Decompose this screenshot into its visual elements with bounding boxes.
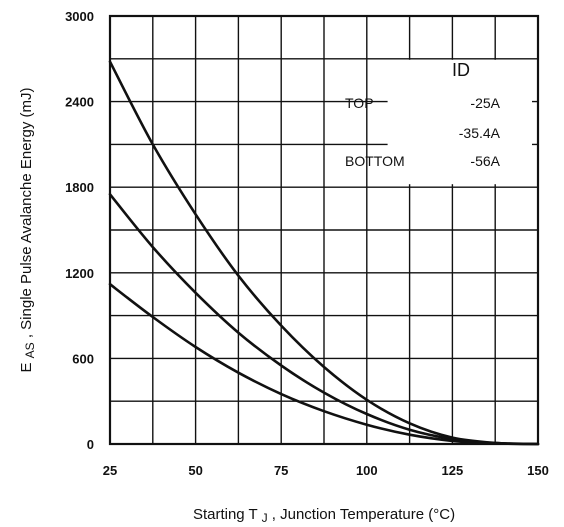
x-tick-label-5: 150 — [527, 463, 549, 478]
series-line-2 — [108, 282, 540, 446]
legend-position-0: TOP — [345, 95, 374, 111]
y-tick-label-4: 2400 — [65, 95, 94, 110]
x-tick-label-2: 75 — [274, 463, 288, 478]
x-tick-label-4: 125 — [442, 463, 464, 478]
x-tick-label-0: 25 — [103, 463, 117, 478]
plot-frame — [108, 14, 540, 446]
legend-background — [387, 59, 532, 185]
y-tick-label-3: 1800 — [65, 180, 94, 195]
y-axis-label: E AS , Single Pulse Avalanche Energy (mJ… — [18, 87, 37, 372]
y-axis-ticks: 0 600 1200 1800 2400 3000 — [65, 9, 94, 452]
legend-value-0: -25A — [470, 95, 500, 111]
x-axis-label: Starting T J , Junction Temperature (°C) — [193, 506, 455, 525]
legend-value-1: -35.4A — [459, 125, 501, 141]
y-axis-label-subscript: AS — [23, 342, 37, 358]
x-axis-label-rest: , Junction Temperature (°C) — [272, 506, 455, 523]
x-axis-label-main: Starting T — [193, 506, 258, 523]
y-tick-label-2: 1200 — [65, 266, 94, 281]
x-tick-label-1: 50 — [188, 463, 202, 478]
series-layer — [108, 60, 540, 446]
y-tick-label-5: 3000 — [65, 9, 94, 24]
legend-box: ID TOP -25A -35.4A BOTTOM -56A — [345, 59, 532, 185]
y-tick-label-0: 0 — [87, 437, 94, 452]
legend-rows: TOP -25A -35.4A BOTTOM -56A — [345, 95, 501, 169]
y-tick-label-1: 600 — [72, 351, 94, 366]
y-axis-label-main: E — [18, 363, 35, 373]
x-axis-label-subscript: J — [262, 511, 268, 525]
y-axis-label-rest: , Single Pulse Avalanche Energy (mJ) — [18, 87, 35, 338]
legend-title: ID — [452, 60, 470, 80]
legend-value-2: -56A — [470, 153, 500, 169]
legend-position-2: BOTTOM — [345, 153, 405, 169]
x-tick-label-3: 100 — [356, 463, 378, 478]
x-axis-ticks: 25 50 75 100 125 150 — [103, 463, 549, 478]
